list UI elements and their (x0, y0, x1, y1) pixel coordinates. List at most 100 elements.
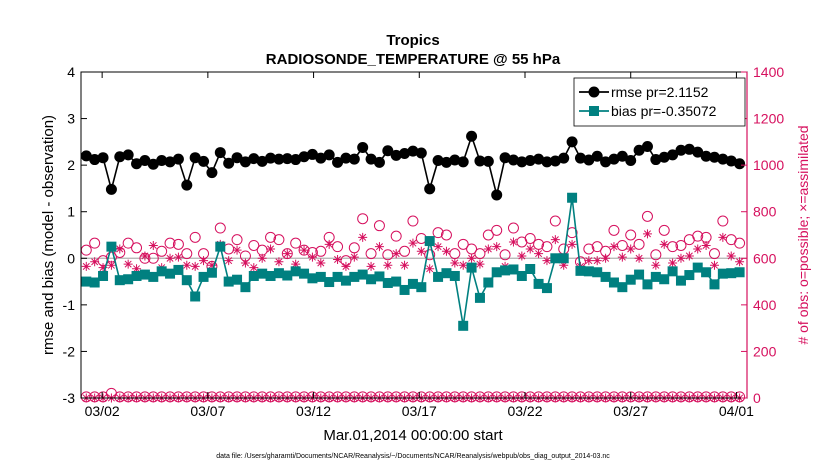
rmse-point (340, 152, 352, 164)
possible-obs-marker (265, 231, 277, 243)
bias-point (215, 241, 226, 252)
possible-obs-marker (189, 231, 201, 243)
bias-point (508, 264, 519, 275)
legend-rmse-label: rmse pr=2.1152 (611, 84, 709, 100)
assimilated-obs-marker (81, 261, 91, 271)
possible-obs-marker (273, 234, 285, 246)
assimilated-obs-marker (307, 252, 317, 262)
rmse-point (633, 144, 645, 156)
assimilated-obs-marker (349, 252, 359, 262)
rmse-point (499, 152, 511, 164)
possible-obs-marker (214, 222, 226, 234)
possible-obs-marker (591, 241, 603, 253)
bias-point (634, 269, 645, 280)
bias-point (567, 192, 578, 203)
possible-obs-marker (499, 249, 511, 261)
possible-obs-marker (675, 239, 687, 251)
y-right-tick-label: 1400 (753, 64, 784, 80)
possible-obs-marker (390, 230, 402, 242)
assimilated-obs-marker (374, 242, 384, 252)
possible-obs-marker (407, 215, 419, 227)
bias-point (181, 275, 192, 286)
y-right-tick-label: 0 (753, 390, 761, 406)
rmse-point (474, 155, 486, 167)
y-left-tick-label: -3 (63, 390, 76, 406)
bias-point (349, 271, 360, 282)
assimilated-obs-marker (534, 249, 544, 259)
bias-point (709, 279, 720, 290)
assimilated-obs-marker (668, 258, 678, 268)
rmse-point (248, 153, 260, 165)
bias-point (717, 268, 728, 279)
assimilated-obs-marker (257, 253, 267, 263)
assimilated-obs-marker (651, 260, 661, 270)
possible-obs-marker (541, 241, 553, 253)
assimilated-obs-marker (383, 260, 393, 270)
possible-obs-marker (491, 224, 503, 236)
possible-obs-marker (290, 237, 302, 249)
assimilated-obs-marker (123, 259, 133, 269)
possible-obs-marker (122, 237, 134, 249)
bias-point (148, 271, 159, 282)
possible-obs-marker (281, 248, 293, 260)
assimilated-obs-marker (115, 244, 125, 254)
x-tick-label: 03/07 (190, 403, 225, 419)
possible-obs-marker (156, 245, 168, 257)
rmse-point (466, 130, 478, 142)
bias-point (474, 292, 485, 303)
rmse-point (189, 152, 201, 164)
possible-obs-marker (357, 213, 369, 225)
assimilated-obs-marker (559, 260, 569, 270)
rmse-point (290, 154, 302, 166)
possible-obs-marker (365, 248, 377, 260)
rmse-point (583, 154, 595, 166)
assimilated-obs-marker (659, 239, 669, 249)
bias-point (533, 278, 544, 289)
possible-obs-marker (164, 237, 176, 249)
x-tick-label: 04/01 (719, 403, 754, 419)
bias-point (265, 270, 276, 281)
y-left-tick-label: 4 (67, 64, 75, 80)
rmse-point (114, 151, 126, 163)
possible-obs-marker (549, 215, 561, 227)
possible-obs-marker (641, 210, 653, 222)
rmse-point (273, 153, 285, 165)
bias-point (106, 241, 117, 252)
rmse-point (482, 155, 494, 167)
assimilated-obs-marker (190, 261, 200, 271)
possible-obs-marker (89, 237, 101, 249)
y-left-tick-label: 1 (67, 204, 75, 220)
bias-point (583, 266, 594, 277)
y-left-tick-label: 2 (67, 157, 75, 173)
possible-obs-marker (474, 248, 486, 260)
assimilated-obs-marker (240, 258, 250, 268)
y-right-tick-label: 400 (753, 297, 777, 313)
assimilated-obs-marker (441, 246, 451, 256)
rmse-point (558, 152, 570, 164)
y-left-tick-label: 0 (67, 250, 75, 266)
rmse-point (80, 150, 92, 162)
y-right-tick-label: 1000 (753, 157, 784, 173)
assimilated-obs-marker (726, 251, 736, 261)
rmse-point (181, 179, 193, 191)
possible-obs-marker (734, 237, 746, 249)
bias-point (642, 279, 653, 290)
bias-point (273, 268, 284, 279)
y-right-tick-label: 800 (753, 204, 777, 220)
rmse-point (566, 136, 578, 148)
rmse-point (256, 155, 268, 167)
rmse-point (541, 156, 553, 168)
x-tick-label: 03/02 (85, 403, 120, 419)
rmse-point (675, 144, 687, 156)
assimilated-obs-marker (684, 251, 694, 261)
bias-point (324, 277, 335, 288)
rmse-point (172, 153, 184, 165)
bias-point (357, 269, 368, 280)
rmse-point (198, 155, 210, 167)
bias-point (232, 274, 243, 285)
rmse-point (708, 151, 720, 163)
possible-obs-marker (440, 229, 452, 241)
assimilated-obs-marker (249, 263, 259, 273)
bias-point (684, 270, 695, 281)
